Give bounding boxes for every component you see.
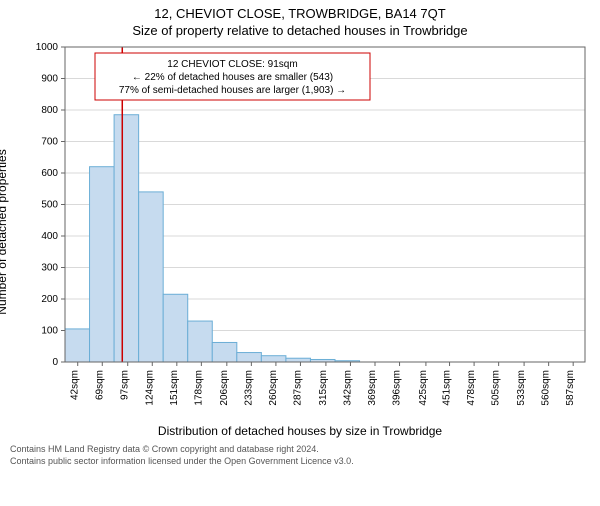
- histogram-chart: 0 100 200 300 400 500 600 700 800 900 1000 42sqm 69s…: [10, 42, 590, 422]
- svg-text:900: 900: [41, 74, 58, 85]
- svg-text:← 22% of detached houses are s: ← 22% of detached houses are smaller (54…: [132, 72, 333, 83]
- y-axis-label: Number of detached properties: [0, 149, 9, 314]
- svg-text:800: 800: [41, 105, 58, 116]
- svg-text:505sqm: 505sqm: [491, 370, 502, 406]
- svg-text:500: 500: [41, 200, 58, 211]
- svg-text:77% of semi-detached houses ar: 77% of semi-detached houses are larger (…: [119, 85, 346, 96]
- svg-text:600: 600: [41, 168, 58, 179]
- x-axis-label: Distribution of detached houses by size …: [0, 424, 600, 438]
- svg-text:0: 0: [52, 357, 58, 368]
- svg-text:287sqm: 287sqm: [292, 370, 303, 406]
- chart-container: Number of detached properties 0100200300…: [10, 42, 590, 422]
- svg-text:100: 100: [41, 326, 58, 337]
- title-address: 12, CHEVIOT CLOSE, TROWBRIDGE, BA14 7QT: [0, 6, 600, 21]
- svg-text:124sqm: 124sqm: [144, 370, 155, 406]
- svg-text:97sqm: 97sqm: [120, 370, 131, 400]
- svg-text:396sqm: 396sqm: [392, 370, 403, 406]
- svg-text:260sqm: 260sqm: [268, 370, 279, 406]
- footer-attribution: Contains HM Land Registry data © Crown c…: [0, 438, 600, 467]
- svg-text:69sqm: 69sqm: [94, 370, 105, 400]
- svg-text:178sqm: 178sqm: [193, 370, 204, 406]
- svg-text:400: 400: [41, 231, 58, 242]
- svg-text:451sqm: 451sqm: [442, 370, 453, 406]
- svg-text:560sqm: 560sqm: [541, 370, 552, 406]
- svg-text:300: 300: [41, 263, 58, 274]
- svg-text:315sqm: 315sqm: [318, 370, 329, 406]
- svg-text:12 CHEVIOT CLOSE: 91sqm: 12 CHEVIOT CLOSE: 91sqm: [167, 59, 297, 70]
- svg-text:200: 200: [41, 294, 58, 305]
- svg-text:478sqm: 478sqm: [466, 370, 477, 406]
- svg-text:42sqm: 42sqm: [70, 370, 81, 400]
- svg-text:206sqm: 206sqm: [219, 370, 230, 406]
- svg-text:1000: 1000: [36, 42, 59, 53]
- svg-text:425sqm: 425sqm: [418, 370, 429, 406]
- svg-text:233sqm: 233sqm: [243, 370, 254, 406]
- footer-line1: Contains HM Land Registry data © Crown c…: [10, 444, 590, 456]
- svg-text:369sqm: 369sqm: [367, 370, 378, 406]
- svg-text:151sqm: 151sqm: [169, 370, 180, 406]
- footer-line2: Contains public sector information licen…: [10, 456, 590, 468]
- svg-text:342sqm: 342sqm: [342, 370, 353, 406]
- svg-text:533sqm: 533sqm: [516, 370, 527, 406]
- svg-text:700: 700: [41, 137, 58, 148]
- svg-text:587sqm: 587sqm: [565, 370, 576, 406]
- title-subtitle: Size of property relative to detached ho…: [0, 23, 600, 38]
